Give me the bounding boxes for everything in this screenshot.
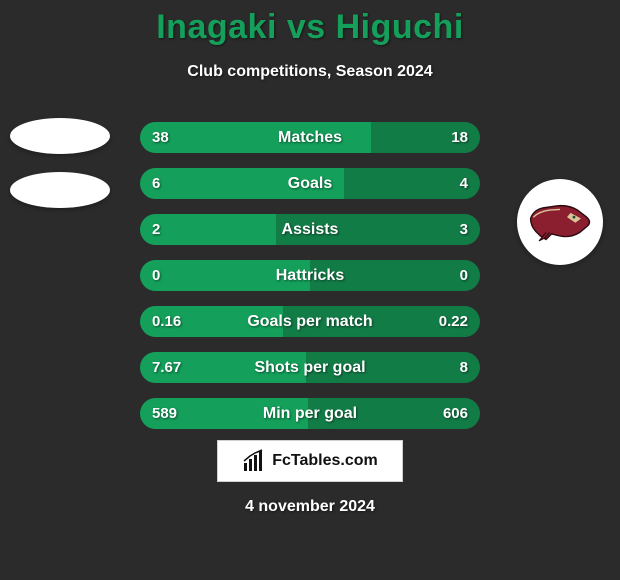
avatar-placeholder-bottom bbox=[10, 172, 110, 208]
stat-label: Goals bbox=[140, 168, 480, 199]
team-logo-icon bbox=[525, 197, 595, 247]
stat-label: Assists bbox=[140, 214, 480, 245]
avatar-placeholder-top bbox=[10, 118, 110, 154]
stat-right-value: 0 bbox=[460, 260, 468, 291]
stat-row: 2Assists3 bbox=[140, 214, 480, 245]
stats-container: 38Matches186Goals42Assists30Hattricks00.… bbox=[140, 122, 480, 444]
stat-row: 0.16Goals per match0.22 bbox=[140, 306, 480, 337]
stat-right-value: 3 bbox=[460, 214, 468, 245]
stat-row: 6Goals4 bbox=[140, 168, 480, 199]
chart-icon bbox=[242, 449, 266, 473]
player-right-avatar bbox=[510, 172, 610, 272]
stat-label: Shots per goal bbox=[140, 352, 480, 383]
stat-right-value: 4 bbox=[460, 168, 468, 199]
page-title: Inagaki vs Higuchi bbox=[0, 0, 620, 47]
source-badge[interactable]: FcTables.com bbox=[217, 440, 403, 482]
footer-date: 4 november 2024 bbox=[0, 498, 620, 516]
page-subtitle: Club competitions, Season 2024 bbox=[0, 63, 620, 81]
stat-row: 7.67Shots per goal8 bbox=[140, 352, 480, 383]
stat-right-value: 18 bbox=[451, 122, 468, 153]
stat-label: Hattricks bbox=[140, 260, 480, 291]
stat-right-value: 606 bbox=[443, 398, 468, 429]
stat-label: Goals per match bbox=[140, 306, 480, 337]
player-left-avatar bbox=[10, 118, 110, 218]
stat-row: 38Matches18 bbox=[140, 122, 480, 153]
stat-label: Matches bbox=[140, 122, 480, 153]
comparison-card: Inagaki vs Higuchi Club competitions, Se… bbox=[0, 0, 620, 580]
stat-right-value: 8 bbox=[460, 352, 468, 383]
stat-row: 589Min per goal606 bbox=[140, 398, 480, 429]
stat-row: 0Hattricks0 bbox=[140, 260, 480, 291]
avatar-circle bbox=[517, 179, 603, 265]
stat-right-value: 0.22 bbox=[439, 306, 468, 337]
badge-text: FcTables.com bbox=[272, 452, 378, 470]
stat-label: Min per goal bbox=[140, 398, 480, 429]
